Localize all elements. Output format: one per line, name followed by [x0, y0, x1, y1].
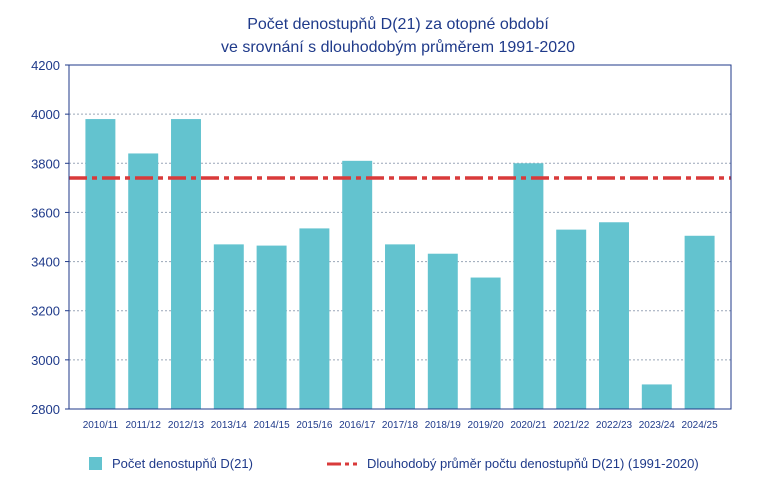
chart-title-line-2: ve srovnání s dlouhodobým průměrem 1991-…: [221, 38, 575, 56]
x-tick-label: 2010/11: [83, 420, 119, 431]
bar: [427, 253, 458, 409]
x-tick-label: 2019/20: [468, 420, 505, 431]
y-axis-ticks: 2800 3000 3200 3400 3600 3800 4000 4200: [31, 58, 69, 417]
bar-series: [85, 119, 715, 410]
x-tick-label: 2022/23: [596, 420, 633, 431]
bar: [171, 119, 201, 410]
y-tick-label: 3400: [31, 255, 60, 270]
y-tick-label: 3000: [31, 353, 60, 368]
bar: [299, 228, 330, 409]
bar: [684, 235, 715, 409]
y-tick-label: 3600: [31, 205, 60, 220]
y-tick-label: 2800: [31, 402, 60, 417]
y-tick-label: 3200: [31, 304, 60, 319]
x-tick-label: 2016/17: [339, 420, 376, 431]
bar: [213, 244, 244, 409]
legend: Počet denostupňů D(21) Dlouhodobý průměr…: [89, 456, 699, 471]
x-tick-label: 2018/19: [425, 420, 462, 431]
chart-title-line-1: Počet denostupňů D(21) za otopné období: [247, 15, 549, 33]
bar: [470, 277, 501, 409]
y-tick-label: 3800: [31, 156, 60, 171]
bar: [385, 244, 415, 409]
legend-line-label: Dlouhodobý průměr počtu denostupňů D(21)…: [367, 456, 699, 471]
x-tick-label: 2015/16: [296, 420, 333, 431]
bar: [342, 160, 373, 409]
y-tick-label: 4000: [31, 107, 60, 122]
x-tick-label: 2011/12: [125, 420, 161, 431]
y-tick-label: 4200: [31, 58, 60, 73]
x-tick-label: 2023/24: [639, 420, 676, 431]
bar: [128, 153, 159, 409]
x-tick-label: 2014/15: [254, 420, 291, 431]
x-tick-label: 2021/22: [553, 420, 590, 431]
plot-frame: [68, 64, 732, 410]
legend-bar-label: Počet denostupňů D(21): [112, 456, 253, 471]
x-tick-label: 2020/21: [510, 420, 547, 431]
legend-bar-swatch: [89, 457, 102, 470]
x-tick-label: 2013/14: [211, 420, 248, 431]
bar: [641, 384, 672, 409]
bar: [256, 245, 287, 409]
chart-title: Počet denostupňů D(21) za otopné období …: [221, 15, 575, 56]
x-tick-label: 2024/25: [682, 420, 719, 431]
bar: [513, 163, 544, 409]
x-axis-ticks: 2010/11 2011/12 2012/13 2013/14 2014/15 2015/…: [83, 420, 718, 431]
bar: [599, 222, 629, 409]
bar: [556, 229, 587, 409]
x-tick-label: 2017/18: [382, 420, 419, 431]
bar: [85, 119, 116, 410]
x-tick-label: 2012/13: [168, 420, 205, 431]
